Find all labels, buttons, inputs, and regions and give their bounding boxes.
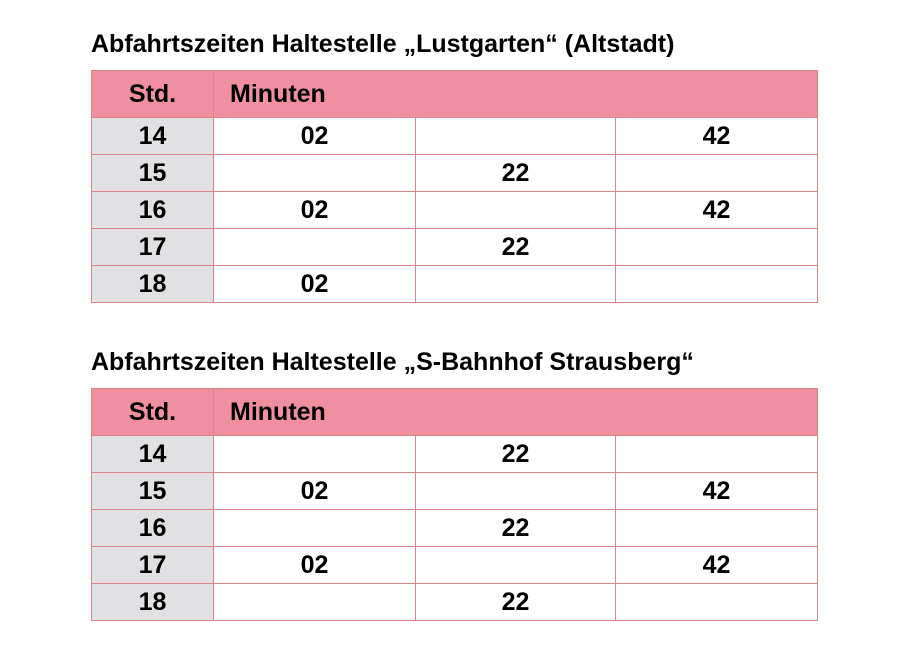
minute-cell <box>213 154 416 192</box>
hour-cell: 18 <box>91 583 214 621</box>
timetable-title: Abfahrtszeiten Haltestelle „Lustgarten“ … <box>91 30 675 58</box>
minute-cell <box>615 509 818 547</box>
minute-cell: 22 <box>415 154 616 192</box>
minute-cell: 02 <box>213 117 416 155</box>
hour-cell: 18 <box>91 265 214 303</box>
hour-cell: 15 <box>91 472 214 510</box>
minutes-header: Minuten <box>213 388 818 436</box>
hour-cell: 17 <box>91 546 214 584</box>
header-row: Std. Minuten <box>91 388 818 436</box>
hour-cell: 16 <box>91 509 214 547</box>
minute-cell: 02 <box>213 546 416 584</box>
minutes-header: Minuten <box>213 70 818 118</box>
hour-cell: 14 <box>91 117 214 155</box>
table-row: 18 02 <box>91 265 818 303</box>
table-row: 15 02 42 <box>91 472 818 510</box>
minute-cell <box>615 265 818 303</box>
timetable: Std. Minuten 14 02 42 15 22 16 02 42 17 22 18 02 <box>91 70 818 303</box>
minute-cell <box>415 472 616 510</box>
minute-cell <box>615 583 818 621</box>
hour-header: Std. <box>91 70 214 118</box>
table-row: 16 02 42 <box>91 191 818 229</box>
table-row: 16 22 <box>91 509 818 547</box>
minute-cell: 02 <box>213 191 416 229</box>
table-row: 17 22 <box>91 228 818 266</box>
hour-cell: 16 <box>91 191 214 229</box>
minute-cell: 22 <box>415 583 616 621</box>
minute-cell: 42 <box>615 191 818 229</box>
hour-cell: 15 <box>91 154 214 192</box>
hour-cell: 17 <box>91 228 214 266</box>
minute-cell: 42 <box>615 546 818 584</box>
header-row: Std. Minuten <box>91 70 818 118</box>
timetable: Std. Minuten 14 22 15 02 42 16 22 17 02 42 18 22 <box>91 388 818 621</box>
minute-cell <box>415 117 616 155</box>
minute-cell: 22 <box>415 228 616 266</box>
timetable-title: Abfahrtszeiten Haltestelle „S-Bahnhof St… <box>91 348 694 376</box>
minute-cell: 02 <box>213 265 416 303</box>
hour-cell: 14 <box>91 435 214 473</box>
minute-cell <box>415 546 616 584</box>
minute-cell <box>213 435 416 473</box>
minute-cell <box>415 191 616 229</box>
minute-cell <box>615 435 818 473</box>
minute-cell: 22 <box>415 435 616 473</box>
minute-cell: 02 <box>213 472 416 510</box>
minute-cell <box>615 154 818 192</box>
minute-cell <box>213 583 416 621</box>
minute-cell <box>213 228 416 266</box>
table-row: 17 02 42 <box>91 546 818 584</box>
minute-cell <box>415 265 616 303</box>
minute-cell: 42 <box>615 472 818 510</box>
minute-cell <box>615 228 818 266</box>
table-row: 14 02 42 <box>91 117 818 155</box>
table-row: 18 22 <box>91 583 818 621</box>
table-row: 14 22 <box>91 435 818 473</box>
minute-cell: 42 <box>615 117 818 155</box>
hour-header: Std. <box>91 388 214 436</box>
table-row: 15 22 <box>91 154 818 192</box>
minute-cell <box>213 509 416 547</box>
minute-cell: 22 <box>415 509 616 547</box>
